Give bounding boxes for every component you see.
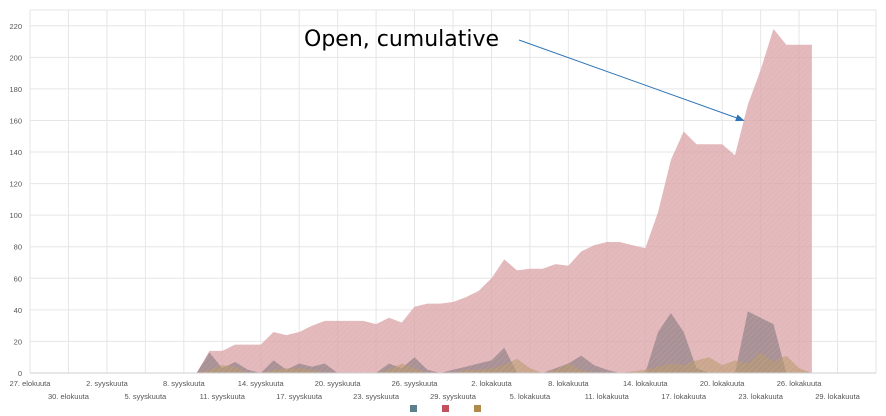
y-tick-label: 20 xyxy=(14,337,22,346)
annotation-text: Open, cumulative xyxy=(304,27,499,52)
x-tick-label: 17. lokakuuta xyxy=(661,392,706,401)
x-tick-label: 8. syyskuuta xyxy=(163,379,206,388)
x-tick-label: 20. lokakuuta xyxy=(700,379,745,388)
x-tick-label: 11. syyskuuta xyxy=(200,392,246,401)
x-tick-label: 5. syyskuuta xyxy=(125,392,168,401)
x-tick-label: 17. syyskuuta xyxy=(276,392,323,401)
x-tick-label: 29. syyskuuta xyxy=(430,392,477,401)
x-tick-label: 30. elokuuta xyxy=(48,392,90,401)
x-tick-label: 29. lokakuuta xyxy=(815,392,860,401)
annotation-arrow xyxy=(518,39,745,122)
x-tick-label: 23. syyskuuta xyxy=(353,392,400,401)
y-tick-label: 200 xyxy=(9,53,22,62)
x-axis: 27. elokuuta 30. elokuuta 2. syyskuuta 5. s… xyxy=(10,379,861,401)
x-tick-label: 14. lokakuuta xyxy=(623,379,668,388)
y-tick-label: 160 xyxy=(9,116,22,125)
x-tick-label: 2. lokakuuta xyxy=(471,379,512,388)
y-tick-label: 120 xyxy=(9,180,22,189)
series-layer xyxy=(30,28,876,374)
legend-swatch-2 xyxy=(442,405,449,412)
x-tick-label: 11. lokakuuta xyxy=(585,392,630,401)
series-hatch-1 xyxy=(196,28,812,374)
series-hatch-3 xyxy=(196,352,812,373)
y-tick-label: 220 xyxy=(9,22,22,31)
x-tick-label: 2. syyskuuta xyxy=(86,379,129,388)
x-tick-label: 27. elokuuta xyxy=(10,379,52,388)
x-tick-label: 26. syyskuuta xyxy=(392,379,439,388)
y-tick-label: 140 xyxy=(9,148,22,157)
legend-swatch-3 xyxy=(474,405,481,412)
y-tick-label: 80 xyxy=(14,243,22,252)
annotation: Open, cumulative xyxy=(304,27,745,122)
x-tick-label: 5. lokakuuta xyxy=(510,392,551,401)
legend xyxy=(410,405,481,412)
y-tick-label: 100 xyxy=(9,211,22,220)
legend-swatch-1 xyxy=(410,405,417,412)
y-tick-label: 180 xyxy=(9,85,22,94)
y-tick-label: 40 xyxy=(14,306,22,315)
x-tick-label: 23. lokakuuta xyxy=(738,392,783,401)
x-tick-label: 14. syyskuuta xyxy=(238,379,285,388)
x-tick-label: 8. lokakuuta xyxy=(548,379,589,388)
y-axis: 0 20 40 60 80 100 120 140 160 180 200 220 xyxy=(9,22,22,378)
x-tick-label: 20. syyskuuta xyxy=(315,379,362,388)
y-tick-label: 60 xyxy=(14,274,22,283)
y-tick-label: 0 xyxy=(18,369,22,378)
x-tick-label: 26. lokakuuta xyxy=(777,379,822,388)
